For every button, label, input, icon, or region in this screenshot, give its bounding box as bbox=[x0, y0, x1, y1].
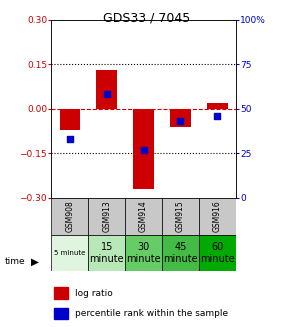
Text: 5 minute: 5 minute bbox=[54, 250, 86, 256]
Bar bbox=[51, 198, 88, 235]
Text: percentile rank within the sample: percentile rank within the sample bbox=[75, 309, 228, 318]
Point bbox=[141, 147, 146, 152]
Bar bbox=[125, 235, 162, 271]
Text: GSM914: GSM914 bbox=[139, 200, 148, 232]
Bar bbox=[125, 198, 162, 235]
Bar bbox=[54, 308, 68, 319]
Bar bbox=[199, 235, 236, 271]
Bar bbox=[207, 103, 228, 109]
Text: time: time bbox=[4, 257, 25, 266]
Text: GDS33 / 7045: GDS33 / 7045 bbox=[103, 11, 190, 25]
Bar bbox=[88, 235, 125, 271]
Bar bbox=[54, 287, 68, 299]
Bar bbox=[96, 70, 117, 109]
Text: 45
minute: 45 minute bbox=[163, 242, 198, 264]
Text: 60
minute: 60 minute bbox=[200, 242, 235, 264]
Text: GSM908: GSM908 bbox=[65, 200, 74, 232]
Bar bbox=[170, 109, 191, 127]
Text: GSM913: GSM913 bbox=[102, 200, 111, 232]
Bar bbox=[59, 109, 80, 129]
Text: GSM916: GSM916 bbox=[213, 200, 222, 232]
Text: 15
minute: 15 minute bbox=[89, 242, 124, 264]
Point bbox=[67, 136, 72, 142]
Bar bbox=[162, 198, 199, 235]
Text: GSM915: GSM915 bbox=[176, 200, 185, 232]
Bar bbox=[199, 198, 236, 235]
Text: 30
minute: 30 minute bbox=[126, 242, 161, 264]
Bar bbox=[133, 109, 154, 189]
Point bbox=[178, 119, 183, 124]
Point bbox=[215, 113, 220, 118]
Text: ▶: ▶ bbox=[31, 257, 39, 267]
Bar bbox=[88, 198, 125, 235]
Bar bbox=[162, 235, 199, 271]
Point bbox=[104, 92, 109, 97]
Text: log ratio: log ratio bbox=[75, 289, 113, 298]
Bar bbox=[51, 235, 88, 271]
